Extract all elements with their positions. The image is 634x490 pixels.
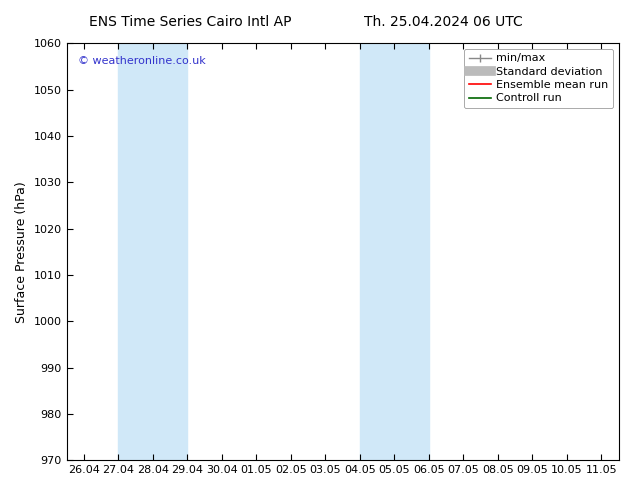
Y-axis label: Surface Pressure (hPa): Surface Pressure (hPa): [15, 181, 28, 323]
Bar: [119, 44, 187, 460]
Bar: [359, 44, 429, 460]
Text: Th. 25.04.2024 06 UTC: Th. 25.04.2024 06 UTC: [365, 15, 523, 29]
Text: © weatheronline.co.uk: © weatheronline.co.uk: [77, 56, 205, 66]
Legend: min/max, Standard deviation, Ensemble mean run, Controll run: min/max, Standard deviation, Ensemble me…: [464, 49, 613, 108]
Text: ENS Time Series Cairo Intl AP: ENS Time Series Cairo Intl AP: [89, 15, 292, 29]
